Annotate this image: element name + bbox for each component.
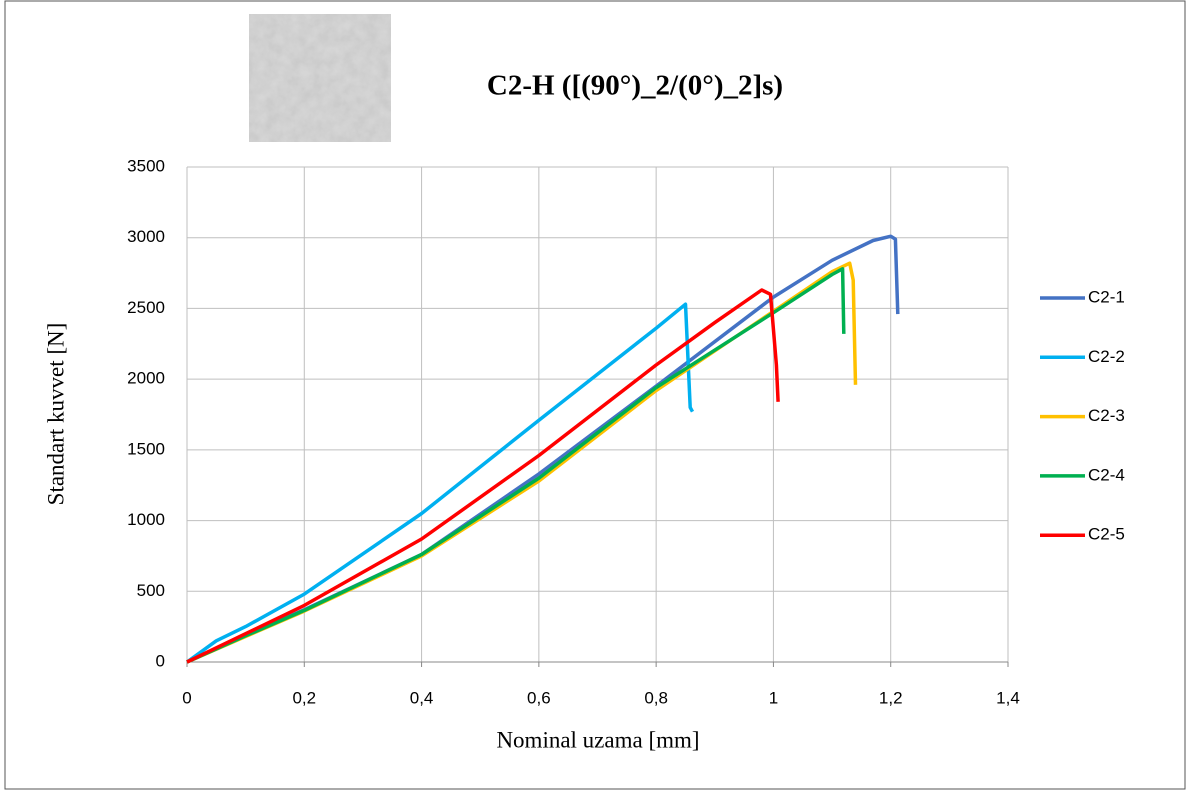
data-line bbox=[186, 267, 846, 664]
y-tick-label: 2500 bbox=[127, 298, 165, 317]
x-axis-title: Nominal uzama [mm] bbox=[496, 727, 699, 752]
legend-label: C2-5 bbox=[1088, 525, 1125, 544]
chart-border bbox=[4, 0, 1186, 790]
x-tick-label: 0,6 bbox=[527, 688, 551, 707]
chart-title: C2-H ([(90°)_2/(0°)_2]s) bbox=[487, 70, 783, 102]
x-tick-label: 1,4 bbox=[996, 688, 1020, 707]
y-tick-label: 3000 bbox=[127, 227, 165, 246]
y-tick-label: 500 bbox=[137, 581, 165, 600]
data-line bbox=[185, 302, 695, 664]
x-tick-label: 0,2 bbox=[292, 688, 316, 707]
x-tick-label: 0,8 bbox=[644, 688, 668, 707]
x-tick-label: 0 bbox=[182, 688, 191, 707]
y-axis-title: Standart kuvvet [N] bbox=[43, 323, 68, 506]
specimen-texture bbox=[249, 14, 391, 142]
data-line bbox=[186, 288, 780, 664]
x-tick-label: 0,4 bbox=[410, 688, 434, 707]
legend-label: C2-4 bbox=[1088, 465, 1125, 484]
legend-label: C2-2 bbox=[1088, 347, 1125, 366]
y-tick-label: 0 bbox=[156, 651, 165, 670]
x-tick-label: 1,2 bbox=[879, 688, 903, 707]
y-tick-label: 3500 bbox=[127, 156, 165, 175]
legend-label: C2-3 bbox=[1088, 406, 1125, 425]
y-tick-label: 1500 bbox=[127, 439, 165, 458]
y-tick-label: 1000 bbox=[127, 510, 165, 529]
x-tick-label: 1 bbox=[769, 688, 778, 707]
y-tick-label: 2000 bbox=[127, 369, 165, 388]
legend-label: C2-1 bbox=[1088, 287, 1125, 306]
